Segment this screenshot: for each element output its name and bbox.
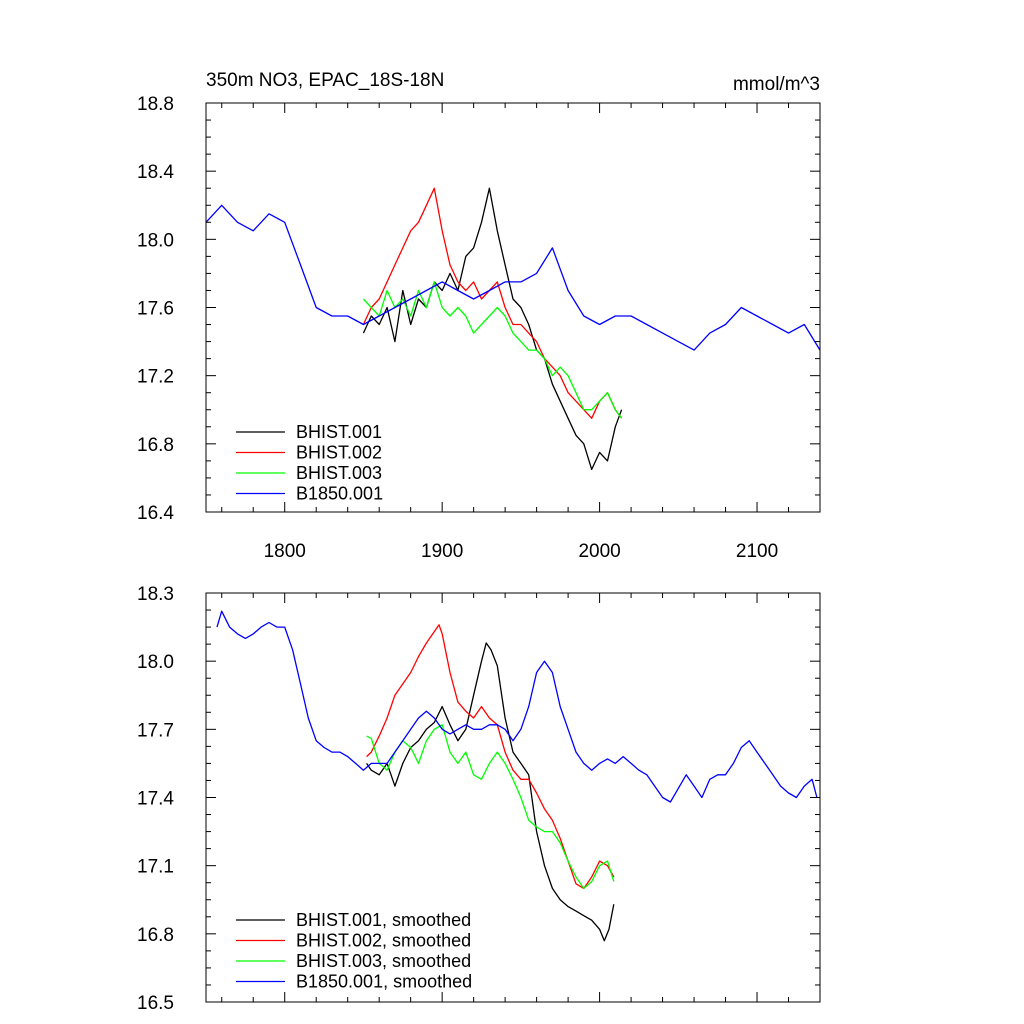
y-tick-label: 16.8 [137, 925, 174, 946]
top-plot-frame [205, 102, 821, 513]
bottom-panel: 16.5 16.8 17.1 17.4 17.7 18.0 18.3 BHIST.001, … [137, 584, 821, 1014]
x-tick-label: 1800 [264, 541, 306, 562]
y-tick-label: 18.0 [137, 652, 174, 673]
units-label: mmol/m^3 [733, 74, 820, 95]
series-line-0-3 [205, 204, 821, 351]
series-line-1-3 [216, 610, 818, 803]
series-line-0-1 [362, 187, 623, 419]
bottom-axis-ticks: 16.5 16.8 17.1 17.4 17.7 18.0 18.3 [137, 584, 821, 1014]
legend-label: B1850.001, smoothed [296, 972, 472, 992]
series-line-0-2 [362, 281, 623, 419]
top-panel: 350m NO3, EPAC_18S-18N mmol/m^3 1800 1900… [137, 70, 821, 562]
bottom-plot-frame [205, 592, 821, 1003]
series-line-0-0 [362, 187, 623, 471]
x-tick-label: 2000 [578, 541, 620, 562]
top-series-group [205, 187, 821, 471]
legend-label: BHIST.002 [296, 443, 382, 463]
x-tick-label: 2100 [736, 541, 778, 562]
y-tick-label: 17.7 [137, 720, 174, 741]
y-tick-label: 17.1 [137, 857, 174, 878]
y-tick-label: 17.2 [137, 367, 174, 388]
y-tick-label: 18.4 [137, 162, 174, 183]
top-axis-ticks: 1800 1900 2000 2100 16.4 16.8 17.2 17.6 18.0 18.4… [137, 94, 821, 562]
legend-label: BHIST.001, smoothed [296, 910, 471, 930]
chart-title: 350m NO3, EPAC_18S-18N [206, 70, 444, 91]
y-tick-label: 18.0 [137, 230, 174, 251]
y-tick-label: 16.4 [137, 503, 174, 524]
y-tick-label: 17.4 [137, 789, 174, 810]
series-line-1-1 [366, 624, 615, 890]
legend-label: BHIST.001 [296, 422, 382, 442]
legend-label: BHIST.002, smoothed [296, 931, 471, 951]
legend-label: B1850.001 [296, 484, 383, 504]
y-tick-label: 16.5 [137, 993, 174, 1014]
y-tick-label: 18.3 [137, 584, 174, 605]
y-tick-label: 18.8 [137, 94, 174, 115]
series-line-1-2 [366, 724, 615, 890]
legend-label: BHIST.003, smoothed [296, 951, 471, 971]
series-line-1-0 [366, 642, 615, 942]
y-tick-label: 17.6 [137, 299, 174, 320]
bottom-series-group [216, 610, 818, 942]
x-tick-label: 1900 [421, 541, 463, 562]
legend-label: BHIST.003 [296, 463, 382, 483]
y-tick-label: 16.8 [137, 435, 174, 456]
